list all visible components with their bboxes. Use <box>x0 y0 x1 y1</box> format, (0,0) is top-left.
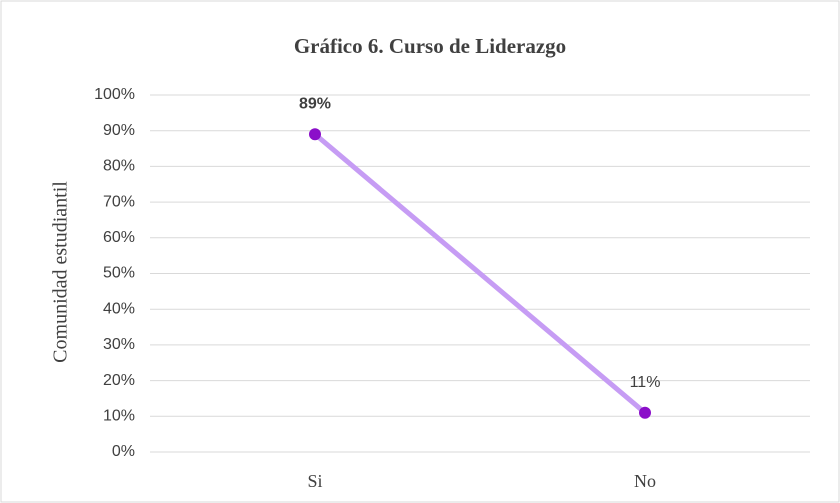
y-tick-label: 70% <box>103 193 135 210</box>
y-tick-label: 0% <box>112 443 135 460</box>
y-tick-label: 90% <box>103 122 135 139</box>
line <box>312 131 648 416</box>
y-tick-label: 30% <box>103 336 135 353</box>
y-axis-label: Comunidad estudiantil <box>50 181 72 363</box>
y-tick-label: 80% <box>103 158 135 175</box>
data-label: 89% <box>299 95 331 112</box>
x-tick-label: No <box>634 471 656 491</box>
y-tick-label: 60% <box>103 229 135 246</box>
chart-title: Gráfico 6. Curso de Liderazgo <box>294 34 566 58</box>
data-label: 11% <box>630 374 661 391</box>
y-tick-label: 100% <box>94 86 135 103</box>
marker <box>309 128 321 141</box>
y-tick-label: 50% <box>103 265 135 282</box>
y-tick-label: 20% <box>103 372 135 389</box>
x-tick-label: Si <box>307 471 322 491</box>
y-tick-label: 40% <box>103 300 135 317</box>
y-tick-label: 10% <box>103 408 135 425</box>
marker <box>639 406 651 419</box>
